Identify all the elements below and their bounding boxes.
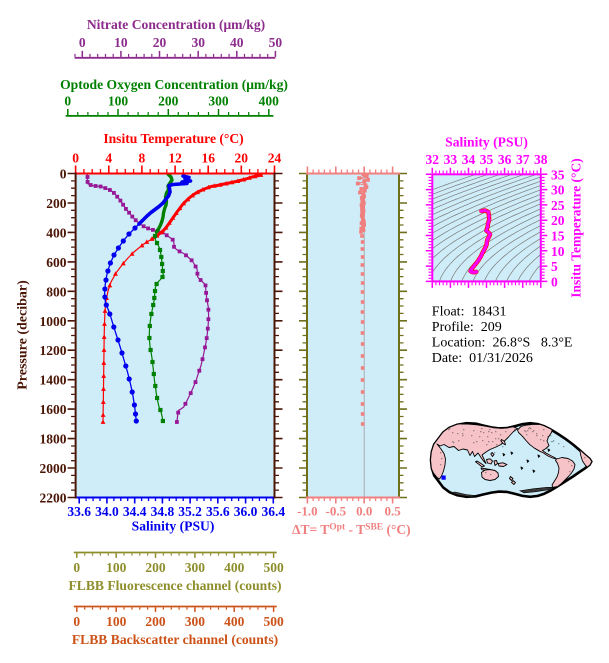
svg-text:30: 30 [551, 183, 565, 198]
svg-text:36.4: 36.4 [261, 504, 285, 519]
svg-text:1200: 1200 [40, 343, 67, 358]
svg-text:10: 10 [551, 244, 565, 259]
svg-text:38: 38 [534, 152, 548, 167]
svg-text:100: 100 [108, 94, 129, 109]
svg-text:34.0: 34.0 [95, 504, 119, 519]
svg-text:8: 8 [139, 151, 146, 166]
svg-text:0: 0 [79, 35, 86, 50]
svg-text:300: 300 [185, 614, 206, 629]
svg-text:34: 34 [462, 152, 476, 167]
svg-text:34.8: 34.8 [151, 504, 175, 519]
svg-text:0: 0 [73, 560, 80, 575]
svg-text:24: 24 [268, 151, 282, 166]
svg-text:Insitu Temperature (°C): Insitu Temperature (°C) [103, 131, 243, 147]
svg-text:400: 400 [224, 560, 245, 575]
svg-text:34.4: 34.4 [123, 504, 147, 519]
svg-text:-0.5: -0.5 [326, 504, 347, 519]
svg-text:20: 20 [551, 213, 565, 228]
svg-text:800: 800 [46, 284, 67, 299]
svg-text:200: 200 [46, 196, 67, 211]
svg-text:Profile: 209: Profile: 209 [432, 320, 502, 335]
svg-text:10: 10 [114, 35, 128, 50]
svg-text:Optode Oxygen Concentration (μ: Optode Oxygen Concentration (μm/kg) [60, 77, 288, 93]
svg-text:300: 300 [208, 94, 229, 109]
svg-text:35.6: 35.6 [206, 504, 230, 519]
svg-text:2000: 2000 [40, 461, 67, 476]
svg-text:0: 0 [64, 94, 71, 109]
svg-text:33: 33 [444, 152, 458, 167]
svg-text:36.0: 36.0 [234, 504, 258, 519]
svg-text:-1.0: -1.0 [297, 504, 318, 519]
svg-text:5: 5 [551, 259, 558, 274]
svg-text:Insitu Temperature (°C): Insitu Temperature (°C) [569, 158, 584, 297]
svg-text:32: 32 [426, 152, 440, 167]
svg-text:Nitrate Concentration (μm/kg): Nitrate Concentration (μm/kg) [87, 17, 265, 33]
svg-text:20: 20 [235, 151, 249, 166]
svg-text:Pressure (decibar): Pressure (decibar) [16, 280, 31, 390]
svg-text:30: 30 [191, 35, 205, 50]
svg-text:2200: 2200 [40, 491, 67, 506]
svg-text:37: 37 [516, 152, 530, 167]
svg-text:400: 400 [46, 225, 67, 240]
svg-text:200: 200 [145, 614, 166, 629]
svg-text:0.5: 0.5 [384, 504, 401, 519]
svg-text:35.2: 35.2 [178, 504, 202, 519]
svg-text:Location: 26.8°S 8.3°E: Location: 26.8°S 8.3°E [432, 336, 573, 351]
svg-text:200: 200 [158, 94, 179, 109]
svg-text:0: 0 [72, 151, 79, 166]
svg-text:50: 50 [269, 35, 283, 50]
svg-text:500: 500 [263, 614, 284, 629]
svg-text:500: 500 [263, 560, 284, 575]
svg-text:36: 36 [498, 152, 512, 167]
svg-text:0: 0 [60, 167, 67, 182]
svg-text:FLBB Fluorescence channel (cou: FLBB Fluorescence channel (counts) [68, 578, 281, 594]
svg-text:600: 600 [46, 255, 67, 270]
svg-text:100: 100 [106, 560, 127, 575]
svg-text:15: 15 [551, 229, 565, 244]
svg-text:FLBB Backscatter channel (coun: FLBB Backscatter channel (counts) [72, 632, 278, 648]
svg-text:25: 25 [551, 198, 565, 213]
svg-text:0: 0 [551, 274, 558, 289]
svg-text:100: 100 [106, 614, 127, 629]
svg-text:4: 4 [105, 151, 112, 166]
svg-text:0.0: 0.0 [356, 504, 372, 519]
svg-text:300: 300 [185, 560, 206, 575]
svg-text:20: 20 [153, 35, 167, 50]
svg-text:200: 200 [145, 560, 166, 575]
svg-text:12: 12 [168, 151, 182, 166]
svg-text:1800: 1800 [40, 432, 67, 447]
svg-text:1600: 1600 [40, 402, 67, 417]
svg-text:400: 400 [259, 94, 280, 109]
svg-text:35: 35 [480, 152, 494, 167]
svg-text:400: 400 [224, 614, 245, 629]
svg-text:1400: 1400 [40, 373, 67, 388]
svg-text:Date: 01/31/2026: Date: 01/31/2026 [432, 351, 533, 366]
svg-text:ΔT= TOpt - TSBE (°C): ΔT= TOpt - TSBE (°C) [292, 522, 411, 537]
svg-text:35: 35 [551, 167, 565, 182]
svg-text:0: 0 [73, 614, 80, 629]
svg-text:16: 16 [201, 151, 215, 166]
svg-text:Float: 18431: Float: 18431 [432, 305, 507, 320]
svg-text:Salinity (PSU): Salinity (PSU) [445, 135, 528, 151]
svg-text:33.6: 33.6 [67, 504, 91, 519]
svg-text:40: 40 [230, 35, 244, 50]
svg-text:1000: 1000 [40, 314, 67, 329]
svg-text:Salinity (PSU): Salinity (PSU) [132, 519, 215, 535]
